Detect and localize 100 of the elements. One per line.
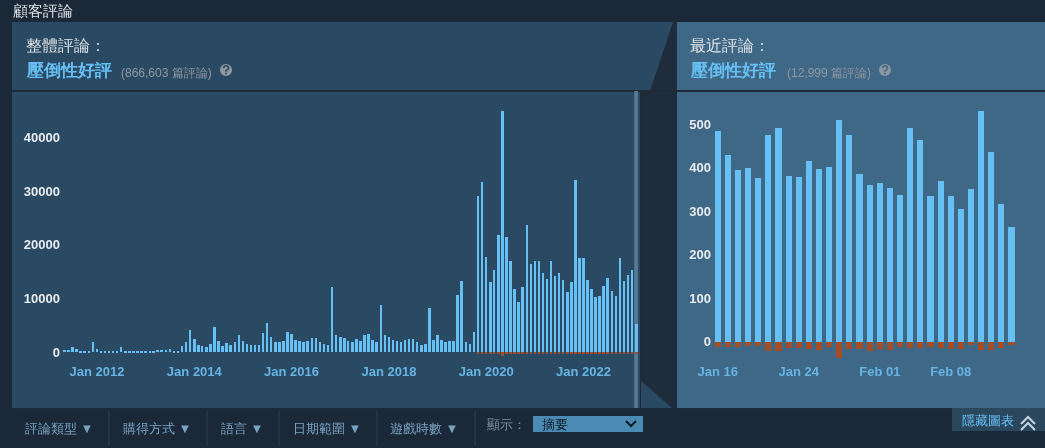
bar <box>477 196 479 352</box>
bar <box>229 345 232 352</box>
bar <box>806 342 812 349</box>
bar <box>948 196 954 342</box>
bar <box>978 342 984 350</box>
bar <box>786 176 792 342</box>
bar <box>631 270 633 352</box>
bar <box>948 342 954 349</box>
bar <box>615 296 617 352</box>
bar <box>542 273 544 352</box>
bar <box>335 335 337 352</box>
bar <box>481 182 483 352</box>
bar <box>278 342 281 352</box>
bar <box>120 347 122 352</box>
bar <box>71 347 74 352</box>
bar <box>582 258 585 352</box>
bar <box>416 342 418 352</box>
bar <box>745 168 751 342</box>
text: 購得方式 ▼ <box>123 421 192 436</box>
bar <box>816 169 822 342</box>
bar <box>958 209 964 342</box>
bar <box>473 332 475 352</box>
bar <box>917 342 923 348</box>
bar <box>735 342 741 347</box>
bar <box>290 334 293 352</box>
x-tick-label: Jan 2022 <box>556 364 611 379</box>
bar <box>242 341 244 352</box>
text: 遊戲時數 ▼ <box>390 421 459 436</box>
bar <box>968 189 974 342</box>
y-tick-label: 500 <box>689 116 711 132</box>
bar <box>927 196 934 342</box>
bar <box>619 258 621 352</box>
x-tick-label: Feb 08 <box>930 364 972 379</box>
bar <box>1008 227 1015 342</box>
bar <box>234 342 236 352</box>
bar <box>225 343 228 352</box>
chart-title: 整體評論： <box>26 37 106 54</box>
bar <box>270 337 272 352</box>
bar <box>796 177 802 342</box>
bar <box>562 280 564 352</box>
bar <box>213 327 216 352</box>
text: (12,999 篇評論) <box>787 66 872 80</box>
bar <box>323 344 325 352</box>
y-tick-label: 20000 <box>23 237 60 253</box>
bar <box>75 349 78 352</box>
bar <box>826 342 832 347</box>
bar <box>400 342 402 352</box>
bar <box>534 261 536 352</box>
bar <box>907 128 913 342</box>
bar <box>286 332 289 352</box>
bar <box>765 135 771 342</box>
bar <box>867 342 873 351</box>
bar <box>927 342 934 347</box>
bar <box>501 352 504 356</box>
bar <box>343 338 346 352</box>
bar <box>315 338 317 352</box>
bar <box>846 342 852 349</box>
bar <box>193 339 196 352</box>
bar <box>384 335 386 352</box>
bar <box>715 342 721 347</box>
bar <box>856 174 863 342</box>
bar <box>250 345 252 352</box>
y-tick-label: 0 <box>52 344 60 360</box>
bar <box>363 335 366 352</box>
bar <box>745 342 751 346</box>
bar <box>396 341 398 352</box>
chart-title: 最近評論： <box>690 37 770 54</box>
bar <box>298 341 301 352</box>
bar <box>392 340 394 352</box>
bar <box>938 181 944 342</box>
y-tick-label: 300 <box>689 203 711 219</box>
bar <box>606 278 609 352</box>
bar <box>375 342 378 352</box>
bar <box>735 170 741 342</box>
bar <box>755 342 761 346</box>
bar <box>806 161 812 342</box>
bar <box>968 342 974 345</box>
bar <box>347 341 349 352</box>
bar <box>436 335 439 352</box>
bar <box>623 281 625 352</box>
bar <box>627 275 629 352</box>
bar <box>796 342 802 348</box>
bar <box>611 291 613 352</box>
bar <box>351 342 354 352</box>
bar <box>546 279 548 352</box>
bar <box>978 111 984 342</box>
bar <box>469 344 471 352</box>
bar <box>897 342 903 347</box>
bar <box>558 273 560 352</box>
bar <box>725 342 731 347</box>
bar <box>404 340 406 352</box>
x-tick-label: Jan 2014 <box>166 364 223 379</box>
bar <box>331 287 333 352</box>
bar <box>574 180 577 352</box>
y-tick-label: 40000 <box>23 129 60 145</box>
text: 評論類型 ▼ <box>25 421 94 436</box>
bar <box>988 152 994 342</box>
bar <box>444 342 447 352</box>
bar <box>388 337 390 352</box>
y-tick-label: 200 <box>689 247 711 263</box>
